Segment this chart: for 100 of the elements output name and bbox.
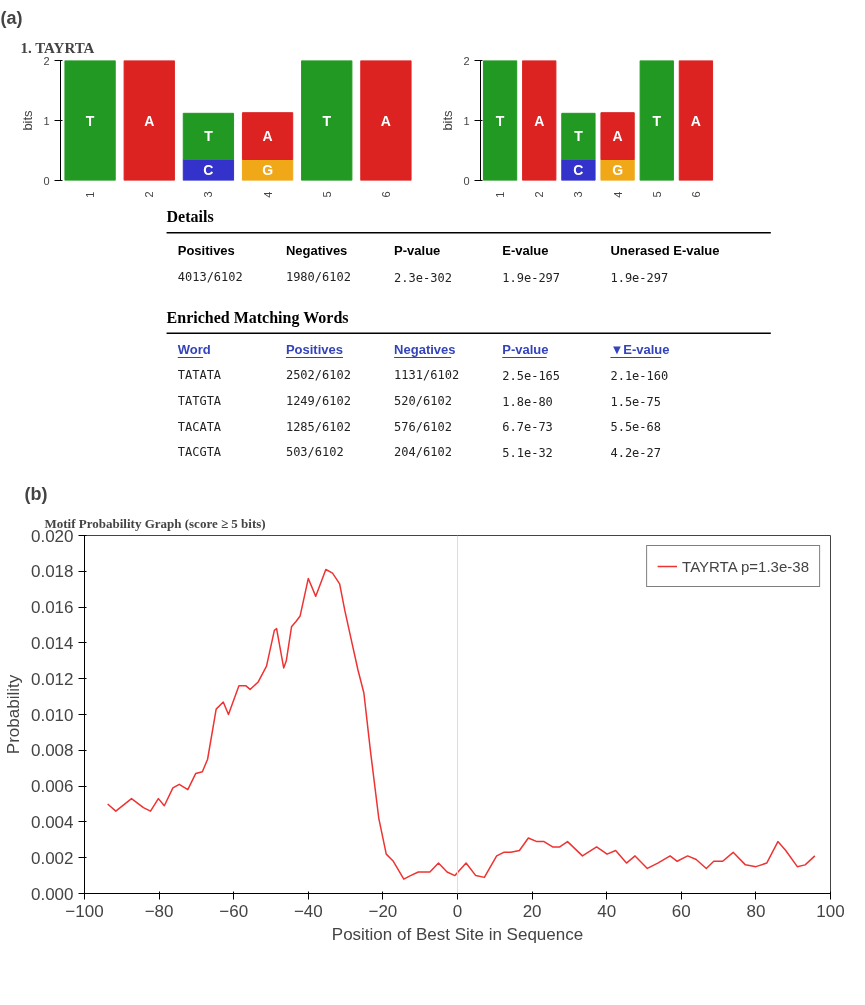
- x-tick-label: 1: [84, 191, 97, 198]
- y-tick-label: 0.010: [30, 705, 74, 725]
- x-tick-label: −100: [65, 901, 104, 921]
- text: (b): [24, 483, 48, 504]
- text: 5.1e-32: [502, 445, 553, 460]
- text: Enriched Matching Words: [166, 309, 349, 328]
- text: 2.5e-165: [502, 368, 561, 383]
- series-label: C: [573, 162, 584, 178]
- bar: [639, 60, 674, 181]
- text: 576/6102: [394, 419, 452, 434]
- text: 1.5e-75: [610, 394, 662, 409]
- category-label: ▼E-value: [610, 342, 670, 358]
- x-tick-label: 100: [816, 901, 845, 921]
- y-tick-label: 0.008: [30, 741, 74, 761]
- category-label: P-value: [394, 242, 441, 258]
- series-label: T: [204, 128, 214, 145]
- y-tick-label: 2: [463, 54, 470, 67]
- chart-title: 1. TAYRTA: [20, 39, 95, 56]
- x-tick-label: −40: [293, 901, 323, 921]
- chart-title: Motif Probability Graph (score ≥ 5 bits): [44, 515, 266, 531]
- x-tick-label: 80: [746, 901, 766, 921]
- text: 1249/6102: [285, 394, 351, 409]
- bar: [360, 60, 412, 181]
- bar: [678, 60, 714, 181]
- x-tick-label: 6: [379, 191, 392, 198]
- text: 503/6102: [285, 445, 344, 460]
- y-tick-label: 0.006: [30, 777, 74, 797]
- y-tick-label: 0.016: [30, 598, 74, 618]
- y-tick-label: 0.018: [30, 562, 74, 582]
- x-tick-label: −20: [368, 901, 398, 921]
- y-axis-title: bits: [20, 109, 36, 131]
- x-tick-label: 3: [202, 191, 215, 198]
- series-label: T: [574, 128, 584, 145]
- text: 1.9e-297: [502, 270, 561, 285]
- text: T: [85, 112, 95, 129]
- y-tick-label: 2: [43, 54, 50, 67]
- text: 2502/6102: [285, 368, 351, 383]
- y-tick-label: 0.004: [30, 812, 74, 832]
- series-label: G: [612, 162, 624, 178]
- text: T: [322, 112, 332, 129]
- category-label: Unerased E-value: [610, 242, 720, 258]
- x-tick-label: 1: [494, 191, 507, 198]
- text: Details: [166, 208, 214, 226]
- x-tick-label: 5: [320, 191, 333, 198]
- text: 1.9e-297: [610, 270, 669, 285]
- text: A: [380, 112, 391, 129]
- text: 2.1e-160: [610, 368, 669, 383]
- category-label: Negatives: [285, 242, 348, 258]
- text: TACGTA: [177, 445, 222, 460]
- series-label: A: [690, 112, 701, 129]
- text: (a): [0, 7, 23, 28]
- y-tick-label: 0.014: [30, 633, 74, 653]
- text: 1131/6102: [394, 368, 460, 383]
- y-tick-label: 0.002: [30, 848, 74, 868]
- text: 6.7e-73: [502, 420, 553, 435]
- x-tick-label: 2: [143, 191, 156, 198]
- text: T: [652, 112, 662, 129]
- y-tick-label: 0.000: [30, 884, 74, 904]
- y-tick-label: 1: [43, 114, 50, 127]
- bar: [241, 112, 294, 160]
- bar: [600, 112, 635, 160]
- text: 1.8e-80: [502, 394, 553, 409]
- x-tick-label: −80: [144, 901, 174, 921]
- text: 2.3e-302: [394, 270, 452, 285]
- x-tick-label: 5: [650, 191, 663, 198]
- category-label: P-value: [502, 342, 549, 358]
- bar: [64, 60, 116, 181]
- category-label: Positives: [177, 242, 235, 258]
- y-tick-label: 0: [43, 174, 50, 187]
- text: 1285/6102: [285, 419, 351, 434]
- y-axis-title: bits: [440, 109, 456, 131]
- category-label: Word: [177, 342, 211, 358]
- x-tick-label: 40: [597, 901, 617, 921]
- x-axis-title: Position of Best Site in Sequence: [331, 924, 584, 944]
- category-label: Negatives: [394, 342, 456, 358]
- category-label: Positives: [285, 342, 344, 358]
- text: A: [612, 128, 623, 145]
- text: 204/6102: [394, 445, 452, 460]
- x-tick-label: 20: [522, 901, 542, 921]
- y-tick-label: 1: [463, 114, 470, 127]
- text: A: [534, 112, 545, 129]
- x-tick-label: 60: [671, 901, 691, 921]
- text: 520/6102: [394, 394, 452, 409]
- x-tick-label: −60: [219, 901, 249, 921]
- bar: [123, 60, 175, 181]
- bar: [522, 60, 557, 181]
- series-label: G: [262, 162, 274, 178]
- legend-label: TAYRTA p=1.3e-38: [682, 557, 809, 575]
- text: TACATA: [177, 419, 222, 434]
- text: 5.5e-68: [610, 420, 662, 435]
- x-tick-label: 4: [611, 191, 624, 198]
- y-tick-label: 0.012: [30, 669, 74, 689]
- y-tick-label: 0: [463, 174, 470, 187]
- bar: [301, 60, 353, 181]
- x-tick-label: 3: [572, 191, 585, 198]
- series-label: A: [262, 128, 273, 145]
- x-tick-label: 4: [261, 191, 274, 198]
- text: TATGTA: [177, 394, 222, 409]
- text: 4013/6102: [177, 270, 243, 284]
- bar: [561, 112, 596, 160]
